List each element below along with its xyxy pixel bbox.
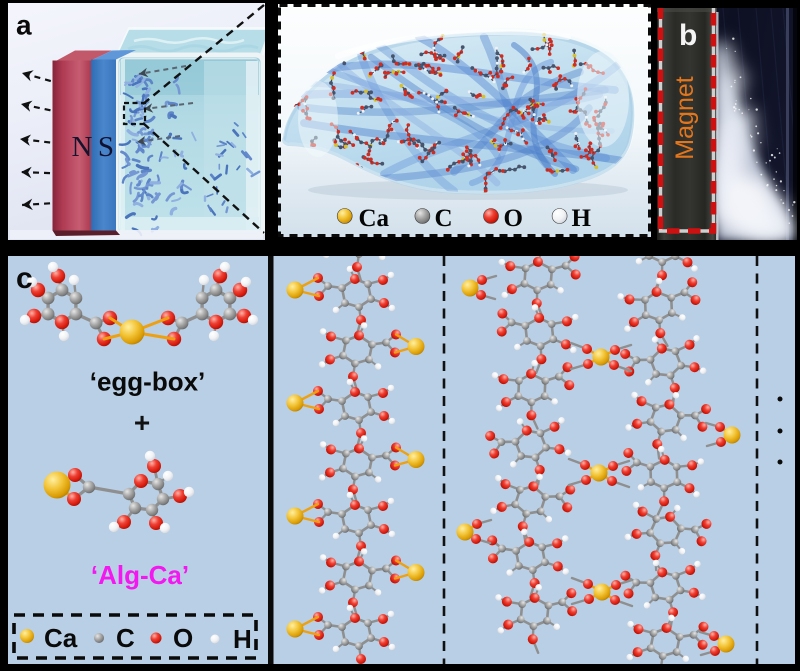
svg-text:C: C (116, 623, 135, 653)
svg-text:N: N (72, 131, 93, 163)
svg-text:c: c (16, 262, 33, 295)
svg-text:+: + (134, 407, 150, 438)
svg-text:b: b (679, 19, 697, 52)
svg-text:H: H (233, 624, 252, 654)
svg-text:H: H (572, 205, 592, 232)
svg-text:Ca: Ca (44, 623, 78, 653)
svg-text:O: O (173, 623, 193, 653)
svg-text:‘egg-box’: ‘egg-box’ (90, 367, 206, 397)
svg-text:Ca: Ca (359, 205, 390, 232)
svg-text:a: a (16, 10, 32, 41)
svg-text:C: C (435, 205, 453, 232)
svg-text:S: S (98, 131, 114, 163)
svg-text:O: O (504, 205, 523, 232)
svg-text:‘Alg-Ca’: ‘Alg-Ca’ (91, 560, 189, 590)
svg-text:Magnet: Magnet (671, 76, 699, 159)
